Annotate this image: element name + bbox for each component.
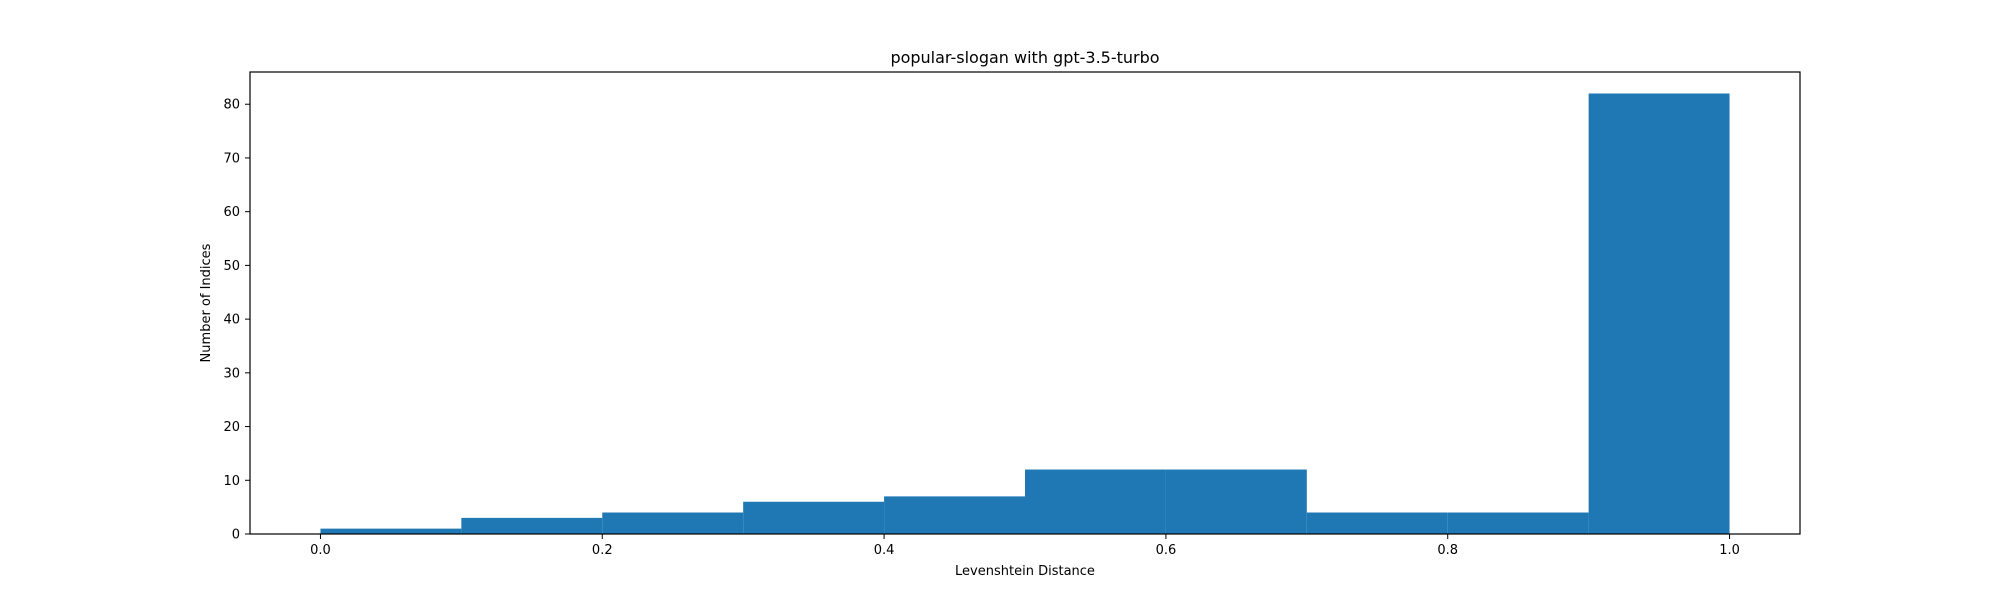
histogram-bar xyxy=(320,528,462,534)
y-axis-label: Number of Indices xyxy=(199,243,214,362)
histogram-bar xyxy=(1025,469,1166,534)
histogram-bar xyxy=(602,512,744,534)
x-tick-label: 0.8 xyxy=(1437,543,1458,558)
x-tick-label: 0.4 xyxy=(874,543,895,558)
chart-title: popular-slogan with gpt-3.5-turbo xyxy=(890,48,1159,67)
y-tick-label: 70 xyxy=(223,151,240,166)
histogram-bar xyxy=(1588,93,1730,534)
y-tick-label: 60 xyxy=(223,205,240,220)
plot-frame xyxy=(249,71,1801,535)
y-tick-label: 0 xyxy=(232,528,240,543)
plot-background xyxy=(250,72,1800,534)
y-tick-label: 10 xyxy=(223,474,240,489)
histogram-bar xyxy=(884,496,1025,534)
y-tick-label: 40 xyxy=(223,313,240,328)
x-axis-label: Levenshtein Distance xyxy=(955,564,1095,579)
y-axis: 0 10 20 30 40 50 60 70 80 xyxy=(223,98,250,543)
histogram-bars xyxy=(320,93,1730,534)
y-tick-label: 80 xyxy=(223,98,240,113)
histogram-bar xyxy=(1165,469,1307,534)
x-tick-label: 0.0 xyxy=(310,543,331,558)
y-tick-label: 30 xyxy=(223,366,240,381)
y-tick-label: 20 xyxy=(223,420,240,435)
y-tick-label: 50 xyxy=(223,259,240,274)
histogram-bar xyxy=(461,517,603,534)
plot-area xyxy=(250,72,1800,534)
histogram-bar xyxy=(1306,512,1448,534)
x-axis: 0.0 0.2 0.4 0.6 0.8 1.0 xyxy=(310,534,1740,558)
x-tick-label: 0.6 xyxy=(1156,543,1177,558)
x-tick-label: 0.2 xyxy=(592,543,613,558)
histogram-bar xyxy=(1447,512,1589,534)
histogram-bar xyxy=(743,501,885,534)
x-tick-label: 1.0 xyxy=(1719,543,1740,558)
